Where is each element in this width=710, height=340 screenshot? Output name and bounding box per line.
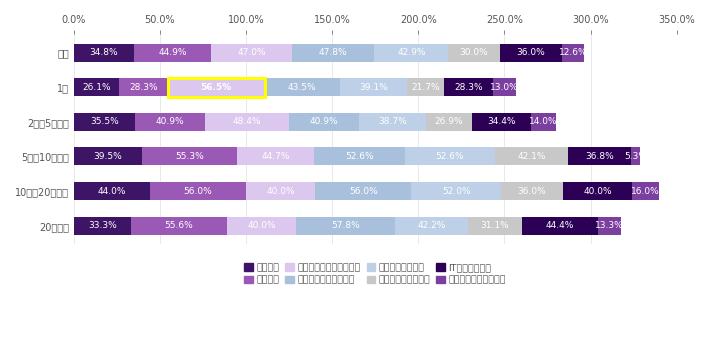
Bar [131,217,227,235]
Text: 55.6%: 55.6% [165,221,193,230]
Bar [407,78,444,96]
Text: 52.0%: 52.0% [442,187,471,196]
Text: 35.5%: 35.5% [90,117,119,126]
Text: 55.3%: 55.3% [175,152,204,161]
Bar [493,78,515,96]
Bar [374,44,448,62]
Text: 36.0%: 36.0% [517,48,545,57]
Text: 56.0%: 56.0% [349,187,378,196]
Text: 30.0%: 30.0% [459,48,488,57]
Bar [150,182,246,200]
Bar [74,78,119,96]
Bar [532,113,555,131]
Bar [135,113,205,131]
Legend: 人材採用, 人材育成, 契約書、契約情報の管理, 業務の効率化・標準化, 経営と法務の連携, 法務の権限の見直し, ITツールの活用, あてはまるものはない: 人材採用, 人材育成, 契約書、契約情報の管理, 業務の効率化・標準化, 経営と… [241,259,510,288]
Text: 36.0%: 36.0% [518,187,546,196]
Bar [522,217,598,235]
Text: 42.9%: 42.9% [397,48,425,57]
Bar [340,78,407,96]
Bar [237,148,314,166]
Text: 56.0%: 56.0% [183,187,212,196]
Text: 34.4%: 34.4% [488,117,516,126]
Bar [292,44,374,62]
Bar [168,78,265,96]
Bar [133,44,211,62]
Bar [496,148,568,166]
Text: 56.5%: 56.5% [201,83,231,92]
Bar [74,217,131,235]
Text: 44.7%: 44.7% [261,152,290,161]
Bar [501,182,563,200]
Text: 31.1%: 31.1% [481,221,509,230]
Text: 28.3%: 28.3% [129,83,158,92]
Bar [631,148,640,166]
Bar [227,217,296,235]
Text: 42.1%: 42.1% [518,152,546,161]
Bar [395,217,468,235]
Text: 40.9%: 40.9% [156,117,185,126]
Text: 12.6%: 12.6% [559,48,587,57]
Text: 26.1%: 26.1% [82,83,111,92]
Text: 16.0%: 16.0% [631,187,660,196]
Text: 33.3%: 33.3% [88,221,117,230]
Text: 39.1%: 39.1% [359,83,388,92]
Bar [568,148,631,166]
Bar [265,78,340,96]
Bar [315,182,411,200]
Text: 13.0%: 13.0% [490,83,519,92]
Text: 42.2%: 42.2% [417,221,446,230]
Bar [563,182,632,200]
Text: 47.0%: 47.0% [237,48,266,57]
Bar [500,44,562,62]
Text: 47.8%: 47.8% [319,48,347,57]
Bar [562,44,584,62]
Bar [211,44,292,62]
Text: 52.6%: 52.6% [436,152,464,161]
Text: 44.9%: 44.9% [158,48,187,57]
Text: 34.8%: 34.8% [89,48,118,57]
Bar [296,217,395,235]
Bar [426,113,472,131]
Text: 40.0%: 40.0% [266,187,295,196]
Bar [74,44,133,62]
Text: 40.0%: 40.0% [583,187,612,196]
Text: 52.6%: 52.6% [345,152,373,161]
Text: 44.0%: 44.0% [97,187,126,196]
Text: 26.9%: 26.9% [435,117,464,126]
Bar [632,182,660,200]
Bar [314,148,405,166]
Bar [142,148,237,166]
Text: 38.7%: 38.7% [378,117,407,126]
Bar [289,113,359,131]
Bar [119,78,168,96]
Bar [598,217,621,235]
Text: 39.5%: 39.5% [94,152,122,161]
Bar [472,113,532,131]
Bar [74,148,142,166]
Text: 36.8%: 36.8% [585,152,614,161]
Bar [74,182,150,200]
Bar [246,182,315,200]
Text: 5.3%: 5.3% [624,152,648,161]
Bar [205,113,289,131]
Bar [448,44,500,62]
Text: 48.4%: 48.4% [233,117,261,126]
Bar [74,113,135,131]
Bar [468,217,522,235]
Bar [405,148,496,166]
Bar [444,78,493,96]
Bar [359,113,426,131]
Text: 14.0%: 14.0% [529,117,558,126]
Text: 57.8%: 57.8% [332,221,360,230]
Text: 44.4%: 44.4% [546,221,574,230]
Text: 40.9%: 40.9% [310,117,339,126]
Bar [411,182,501,200]
Text: 28.3%: 28.3% [454,83,484,92]
Text: 40.0%: 40.0% [247,221,275,230]
Text: 43.5%: 43.5% [288,83,317,92]
Text: 13.3%: 13.3% [595,221,624,230]
Text: 21.7%: 21.7% [412,83,440,92]
